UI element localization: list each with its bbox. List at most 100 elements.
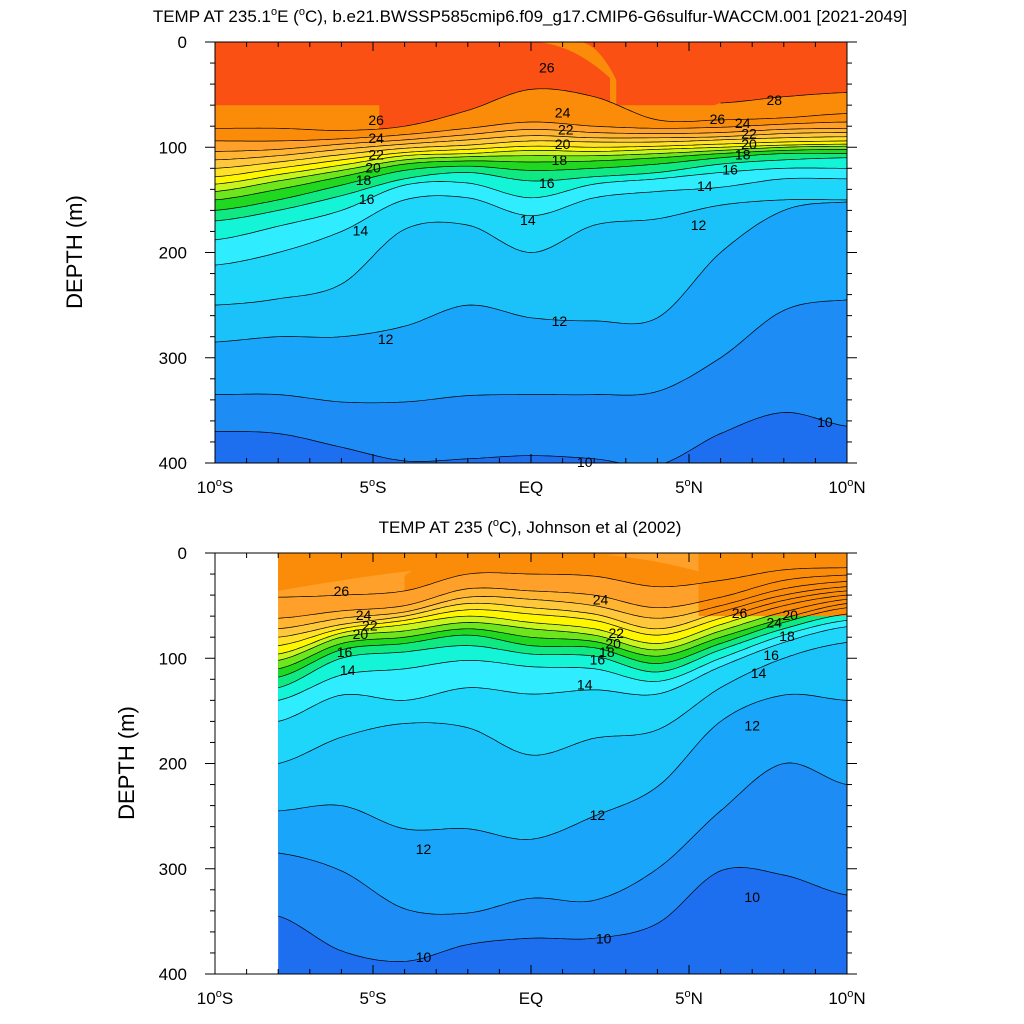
contour-label: 14 (340, 662, 356, 678)
y-tick-label: 300 (159, 860, 187, 879)
y-tick-label: 100 (159, 138, 187, 157)
x-tick-label: EQ (519, 989, 544, 1008)
contour-label: 20 (555, 136, 571, 152)
isotherm-line (278, 574, 848, 619)
isotherm-line (278, 590, 848, 646)
contour-label: 16 (590, 651, 606, 667)
contour-label: 24 (735, 115, 751, 131)
contour-label: 14 (697, 178, 713, 194)
x-tick-label: 5oN (675, 477, 703, 497)
contour-label: 12 (378, 331, 394, 347)
isotherm-line (214, 132, 847, 161)
surface-band-fill (278, 553, 847, 617)
x-tick-label: 10oS (197, 988, 233, 1008)
isotherm-line (278, 607, 848, 678)
isotherm-line (215, 299, 848, 404)
isotherm-line (214, 167, 847, 241)
contour-label: 26 (334, 583, 350, 599)
contour-label: 16 (359, 191, 375, 207)
contour-label: 18 (779, 628, 795, 644)
contour-label: 24 (368, 130, 384, 146)
contour-label: 22 (368, 147, 384, 163)
isotherm-line (214, 157, 847, 222)
contour-label: 22 (558, 121, 574, 137)
isotherm-line (214, 152, 847, 211)
contour-label: 20 (365, 159, 381, 175)
contour-label: 14 (577, 677, 593, 693)
isotherm-line (278, 620, 848, 701)
contour-label: 24 (356, 607, 372, 623)
isotherm-line (214, 143, 847, 185)
y-tick-label: 400 (159, 454, 187, 473)
contour-label: 20 (353, 626, 369, 642)
isotherm-line (278, 613, 848, 689)
top-panel: TEMP AT 235.1oE (oC), b.e21.BWSSP585cmip… (62, 6, 907, 497)
top-contour-labels: 2624222018161426242220181614121210121416… (353, 59, 833, 470)
contour-label: 10 (817, 414, 833, 430)
isotherm-line (214, 127, 847, 152)
contour-label: 12 (691, 217, 707, 233)
contour-label: 16 (539, 175, 555, 191)
isotherm-line (214, 149, 847, 201)
contour-label: 22 (362, 618, 378, 634)
bottom-panel-title: TEMP AT 235 (oC), Johnson et al (2002) (379, 517, 682, 537)
isotherm-line (215, 121, 848, 142)
top-y-axis-label: DEPTH (m) (62, 195, 87, 309)
top-panel-title: TEMP AT 235.1oE (oC), b.e21.BWSSP585cmip… (153, 6, 907, 26)
contour-label: 10 (416, 949, 432, 965)
contour-label: 22 (741, 126, 757, 142)
y-tick-label: 0 (178, 544, 187, 563)
contour-label: 26 (710, 111, 726, 127)
top-axes: 10oS 5oS EQ 5oN 10oN 0 100 200 300 400 (159, 33, 866, 497)
x-tick-label: 5oS (360, 477, 387, 497)
contour-label: 10 (596, 930, 612, 946)
contour-label: 26 (368, 112, 384, 128)
contour-label: 12 (416, 841, 432, 857)
contour-label: 14 (751, 665, 767, 681)
y-tick-label: 100 (159, 649, 187, 668)
isotherm-line (214, 140, 848, 178)
contour-label: 28 (767, 92, 783, 108)
isotherm-line (278, 693, 848, 840)
y-tick-label: 200 (159, 244, 187, 263)
contour-label: 14 (353, 222, 369, 238)
contour-label: 12 (552, 313, 568, 329)
y-tick-label: 300 (159, 349, 187, 368)
x-tick-label: 10oN (828, 477, 865, 497)
bottom-panel: TEMP AT 235 (oC), Johnson et al (2002) 2… (114, 517, 866, 1008)
bottom-axes: 10oS 5oS EQ 5oN 10oN 0 100 200 300 400 (159, 544, 866, 1008)
contour-label: 26 (539, 59, 555, 75)
contour-label: 16 (722, 161, 738, 177)
isotherm-line (278, 586, 848, 638)
contour-label: 12 (744, 718, 760, 734)
y-tick-label: 200 (159, 755, 187, 774)
isotherm-line (214, 201, 848, 343)
bottom-y-axis-label: DEPTH (m) (114, 706, 139, 820)
contour-label: 20 (741, 136, 757, 152)
isotherm-line (278, 603, 848, 670)
top-filled-contours (215, 42, 847, 463)
x-tick-label: 10oN (828, 988, 865, 1008)
contour-label: 20 (605, 636, 621, 652)
isotherm-line (278, 642, 848, 764)
contour-label: 18 (552, 152, 568, 168)
isotherm-line (278, 867, 848, 962)
contour-label: 24 (555, 105, 571, 121)
isotherm-line (214, 145, 847, 192)
contour-label: 10 (577, 454, 593, 470)
contour-label: 24 (593, 591, 609, 607)
x-tick-label: 5oS (360, 988, 387, 1008)
isotherm-line (214, 199, 847, 306)
contour-label: 18 (599, 644, 615, 660)
contour-label: 24 (767, 615, 783, 631)
contour-label: 20 (782, 607, 798, 623)
isotherm-line (720, 92, 848, 104)
x-tick-label: 5oN (675, 988, 703, 1008)
contour-label: 12 (590, 807, 606, 823)
contour-label: 22 (609, 625, 625, 641)
isotherm-line (215, 88, 848, 131)
isotherm-line (278, 567, 848, 598)
isotherm-line (214, 136, 848, 169)
bottom-contour-labels: 2624222016142422201816141212101010121416… (334, 583, 799, 965)
